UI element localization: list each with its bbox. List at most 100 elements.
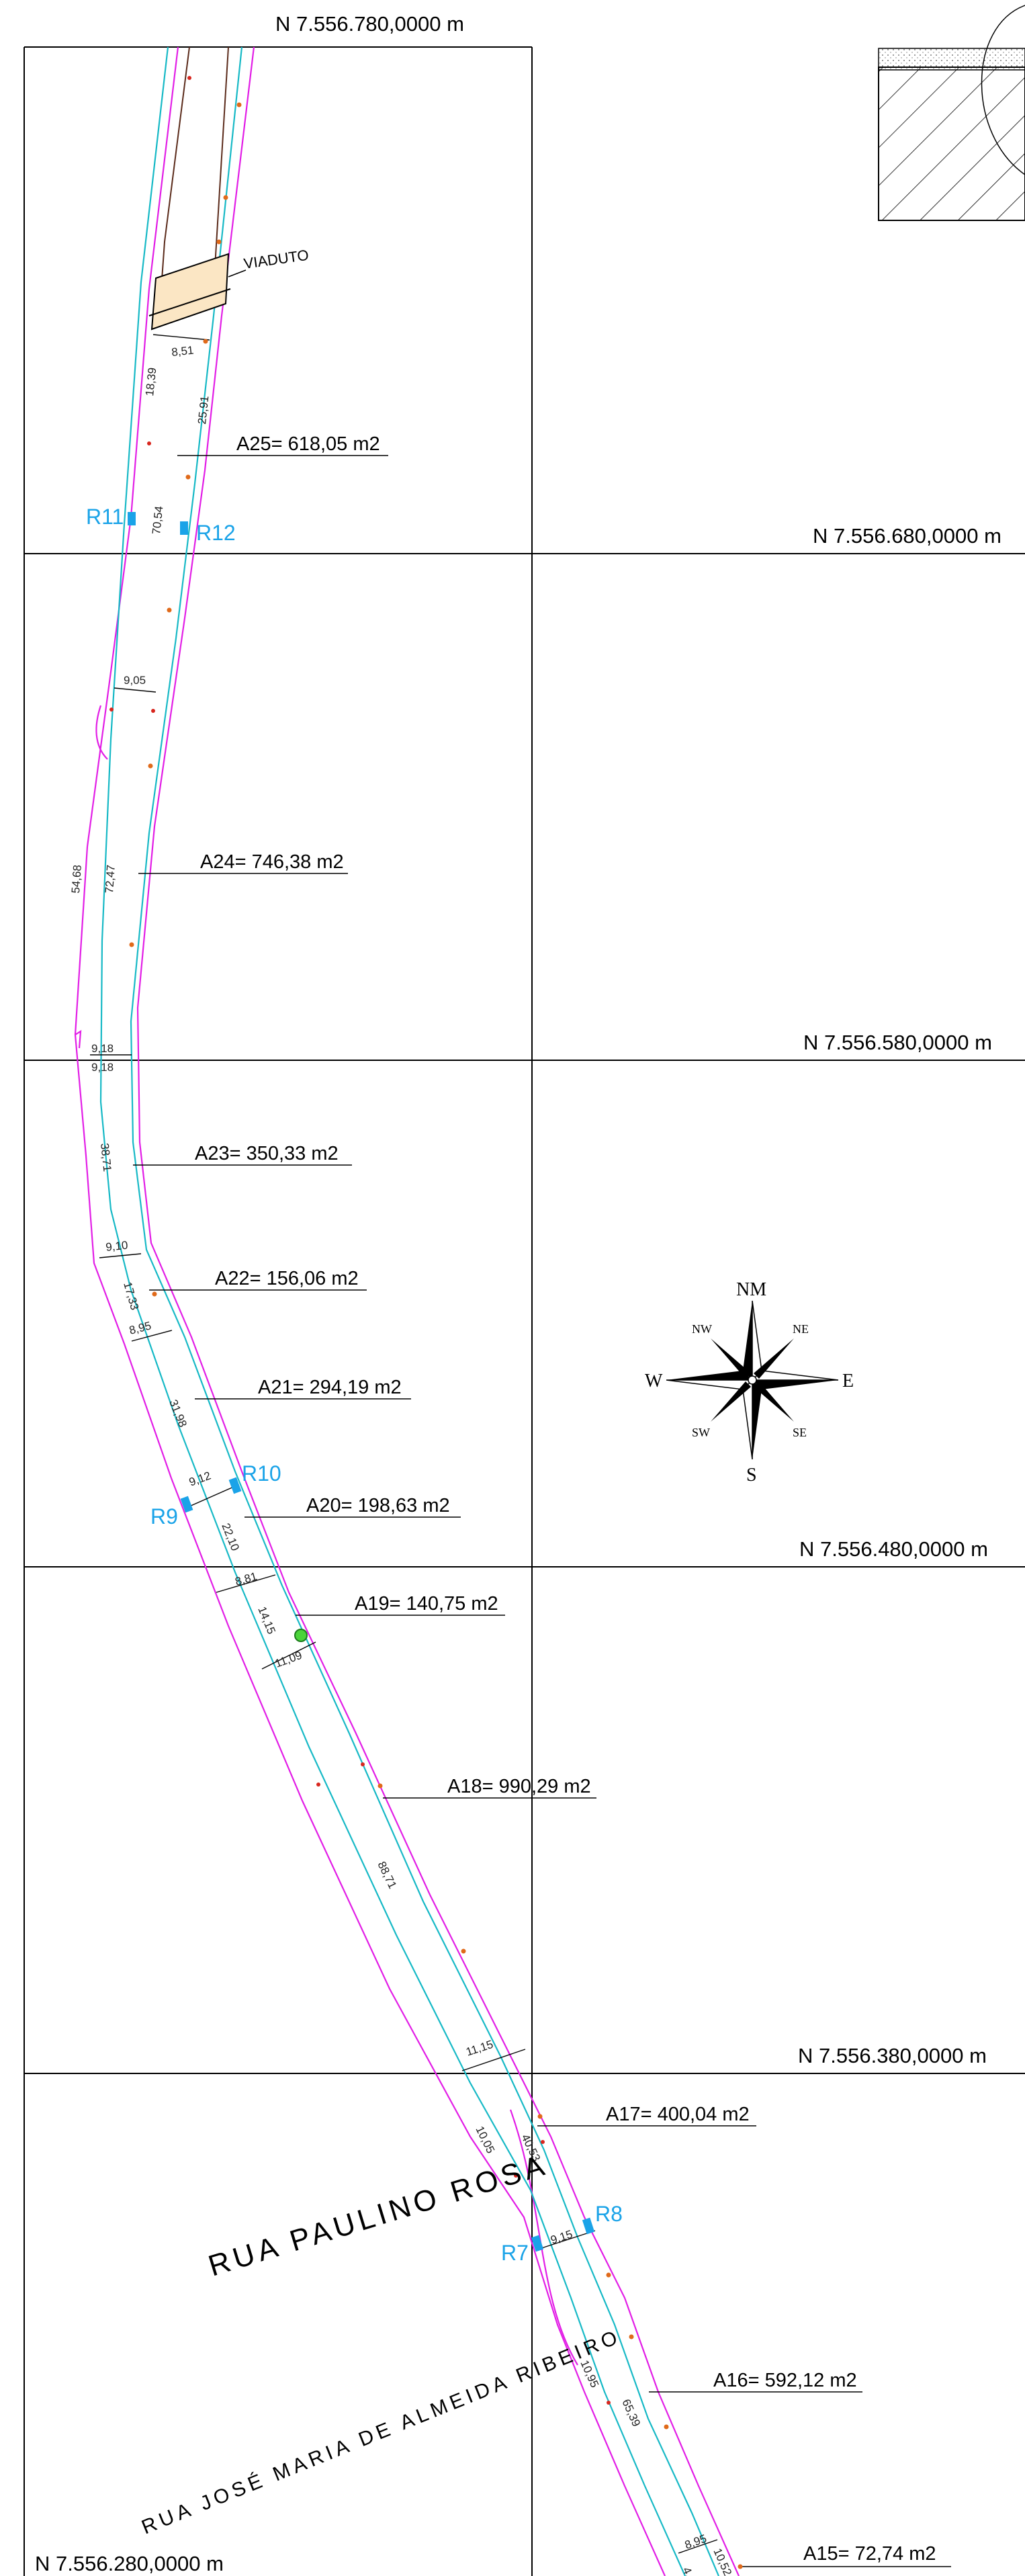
ref-marker (128, 512, 136, 525)
dimension-label: 9,18 (91, 1042, 114, 1055)
survey-point (664, 2424, 669, 2430)
survey-point (629, 2334, 634, 2339)
dimension-label: 9,18 (91, 1061, 114, 1074)
dimension-label: 9,12 (187, 1469, 213, 1489)
section-line (537, 2230, 596, 2250)
dimension-label: 10,52 (711, 2546, 734, 2576)
compass-point-se (754, 1381, 794, 1422)
grid (24, 46, 1025, 2576)
survey-point (187, 76, 191, 80)
dimension-label: 8,51 (171, 344, 194, 359)
dotted-band (878, 48, 1025, 71)
survey-point (738, 2564, 743, 2569)
street-label-paulino-rosa: RUA PAULINO ROSA (205, 2148, 552, 2283)
dimension-label: 54,68 (69, 865, 84, 894)
grid-coord-5: N 7.556.280,0000 m (35, 2552, 224, 2575)
compass-point-n (743, 1301, 752, 1380)
ref-marker (180, 1496, 193, 1513)
compass-star (666, 1300, 839, 1460)
survey-point (216, 239, 222, 245)
compass-point-s (752, 1380, 762, 1459)
grid-coord-2: N 7.556.580,0000 m (803, 1031, 992, 1054)
survey-point (223, 195, 228, 200)
dimension-label: 9,10 (105, 1239, 128, 1254)
dimension-label: 9,05 (124, 674, 146, 687)
survey-point (541, 2140, 545, 2144)
tree-marker (294, 1629, 308, 1642)
dimension-label: 8,81 (234, 1570, 259, 1588)
compass-label-north: NM (736, 1279, 766, 1300)
compass-point-nw (711, 1338, 751, 1379)
rail-line-right (213, 46, 229, 290)
survey-point (185, 474, 191, 480)
dimension-label: 8,95 (128, 1319, 152, 1336)
area-label: A22= 156,06 m2 (215, 1268, 359, 1289)
dimension-label: 72,47 (103, 865, 118, 894)
boundary-right (136, 46, 740, 2576)
survey-point (361, 1762, 365, 1766)
section-line (131, 1330, 173, 1342)
area-label: A17= 400,04 m2 (606, 2104, 750, 2125)
area-tag-a24: A24= 746,38 m2 (138, 851, 348, 874)
viaduct-edge (148, 288, 231, 316)
section-line (461, 2049, 526, 2071)
dimension-label: 14,15 (255, 1604, 278, 1636)
survey-point (148, 763, 153, 769)
compass-label-east: E (842, 1371, 854, 1391)
dimension-label: 11,09 (273, 1649, 304, 1670)
ref-marker (180, 521, 188, 535)
red-points (109, 76, 611, 2405)
area-tag-a18: A18= 990,29 m2 (383, 1776, 596, 1799)
survey-point (606, 2272, 611, 2278)
grid-coordinates: N 7.556.780,0000 m N 7.556.680,0000 m N … (35, 12, 1001, 2575)
ref-label-r10: R10 (242, 1461, 281, 1486)
boundary-jog (75, 1029, 82, 1049)
section-line (261, 1641, 316, 1670)
area-label: A25= 618,05 m2 (236, 433, 380, 455)
survey-point (316, 1783, 320, 1787)
section-line (189, 1486, 236, 1507)
ref-marker (531, 2235, 544, 2252)
compass-rose: NM S E W NE NW SE SW (645, 1279, 854, 1486)
dimension-label: 25,91 (195, 395, 211, 425)
area-label: A21= 294,19 m2 (258, 1377, 402, 1398)
compass-label-sw: SW (692, 1426, 710, 1439)
dimension-label: 38,71 (98, 1142, 114, 1172)
area-label: A18= 990,29 m2 (447, 1776, 591, 1797)
grid-coord-1: N 7.556.680,0000 m (813, 524, 1001, 548)
boundary-curve (95, 705, 108, 760)
survey-point (147, 441, 151, 445)
grid-coord-4: N 7.556.380,0000 m (798, 2044, 987, 2067)
viaduct-label: VIADUTO (242, 247, 310, 272)
dimension-label: 10,05 (473, 2124, 497, 2155)
road-edge-right (130, 46, 720, 2576)
area-tag-a20: A20= 198,63 m2 (244, 1495, 461, 1518)
hatched-block (878, 67, 1025, 221)
tree-icon (294, 1629, 308, 1642)
compass-label-nw: NW (692, 1322, 712, 1336)
ref-label-r7: R7 (501, 2241, 529, 2265)
area-tag-a22: A22= 156,06 m2 (149, 1268, 367, 1291)
viaduct-leader (228, 269, 247, 277)
area-labels: A25= 618,05 m2 A24= 746,38 m2 A23= 350,3… (133, 433, 951, 2567)
area-tag-a17: A17= 400,04 m2 (537, 2104, 756, 2127)
survey-point (607, 2401, 611, 2405)
street-label-jose-maria: RUA JOSÉ MARIA DE ALMEIDA RIBEIRO (138, 2325, 624, 2539)
compass-point-ne (754, 1338, 794, 1379)
ref-label-r12: R12 (196, 521, 236, 545)
ref-marker (228, 1477, 242, 1494)
arc-line (981, 5, 1025, 175)
area-tag-a16: A16= 592,12 m2 (649, 2370, 862, 2393)
area-tag-a19: A19= 140,75 m2 (296, 1593, 505, 1616)
section-line (152, 334, 210, 341)
reference-markers: R11 R12 R9 R10 R7 R8 (86, 505, 623, 2265)
area-tag-a21: A21= 294,19 m2 (195, 1377, 411, 1400)
section-line (216, 1574, 276, 1593)
compass-label-west: W (645, 1371, 663, 1391)
survey-point (537, 2114, 543, 2119)
dimension-label: 65,39 (619, 2397, 643, 2429)
dimension-label: 11,15 (464, 2038, 494, 2059)
ref-label-r11: R11 (86, 505, 124, 529)
ref-label-r9: R9 (150, 1504, 178, 1529)
ref-marker (582, 2217, 595, 2235)
